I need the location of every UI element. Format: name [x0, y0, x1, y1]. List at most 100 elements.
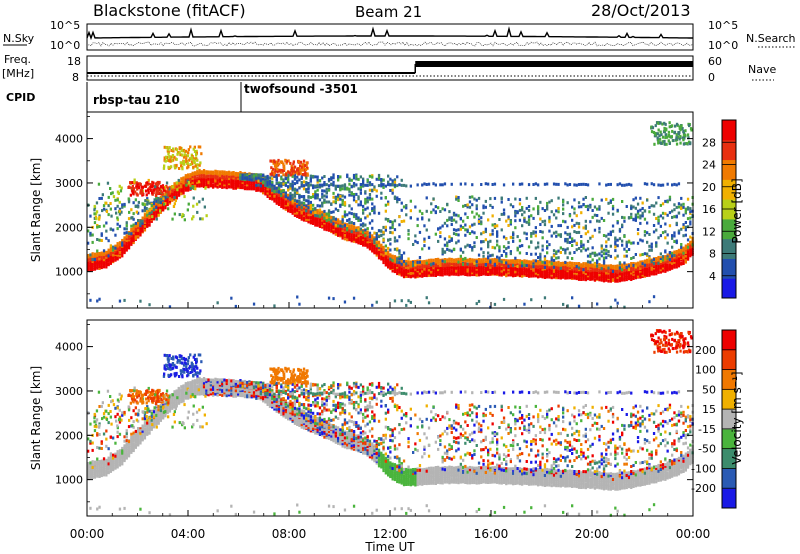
- power-cell: [646, 260, 649, 264]
- power-cell: [147, 178, 150, 182]
- power-cell: [598, 257, 601, 261]
- power-cell: [150, 207, 153, 210]
- power-cell: [675, 251, 678, 255]
- power-cell: [384, 253, 387, 257]
- power-cell: [277, 190, 281, 194]
- power-cell: [214, 179, 217, 183]
- power-cell: [262, 184, 265, 188]
- power-cell: [284, 202, 287, 206]
- power-cell: [432, 208, 435, 212]
- power-cell: [323, 211, 326, 215]
- power-cell: [541, 236, 544, 240]
- power-cell: [671, 266, 674, 270]
- power-cell: [468, 232, 472, 235]
- power-cell: [632, 266, 635, 270]
- power-cell: [677, 202, 681, 206]
- power-cell: [120, 186, 123, 190]
- power-cell: [666, 256, 669, 260]
- power-cell: [596, 253, 599, 257]
- power-cell: [93, 204, 96, 208]
- power-cell: [611, 204, 615, 208]
- power-cell: [427, 246, 431, 250]
- power-cell: [343, 223, 347, 227]
- power-cell: [475, 266, 478, 270]
- power-cell: [96, 238, 99, 241]
- power-cell: [98, 265, 101, 269]
- power-cell: [600, 270, 603, 274]
- power-cell: [446, 244, 449, 248]
- power-cell: [689, 243, 692, 247]
- power-cell: [377, 173, 381, 177]
- power-cell: [471, 230, 474, 234]
- power-cell: [341, 236, 344, 240]
- power-cell: [586, 208, 590, 212]
- power-cell: [176, 188, 179, 192]
- power-cell: [127, 234, 131, 238]
- power-cell: [375, 253, 378, 257]
- power-cell: [625, 254, 628, 258]
- power-cell: [466, 267, 469, 271]
- power-cell: [339, 175, 342, 179]
- power-cell: [318, 219, 322, 223]
- power-cell: [325, 187, 328, 191]
- power-cell: [489, 239, 492, 243]
- power-cell: [140, 185, 143, 189]
- power-cell: [316, 204, 319, 208]
- power-cell: [421, 247, 424, 251]
- power-cell: [557, 207, 560, 210]
- power-cell: [651, 126, 655, 130]
- power-cell: [384, 244, 387, 248]
- power-cell: [173, 212, 176, 216]
- power-cell: [269, 159, 272, 163]
- power-cell: [139, 231, 142, 235]
- power-cell: [105, 221, 108, 225]
- power-cell: [446, 267, 449, 271]
- power-cell: [577, 274, 581, 278]
- power-cell: [409, 260, 412, 264]
- power-cell: [457, 228, 460, 232]
- power-cell: [305, 211, 308, 215]
- power-cell: [332, 229, 335, 233]
- power-cell: [468, 267, 472, 270]
- power-cell: [384, 196, 387, 199]
- power-cell: [291, 204, 294, 208]
- power-cell: [178, 213, 181, 217]
- power-cell: [387, 183, 390, 187]
- power-cell: [377, 184, 381, 188]
- power-cell: [473, 271, 476, 275]
- power-cell: [484, 257, 487, 261]
- power-cell: [676, 135, 679, 139]
- power-cell: [683, 136, 686, 140]
- power-cell: [482, 206, 485, 210]
- power-cell: [339, 233, 342, 237]
- power-cell: [398, 257, 401, 261]
- power-cell: [441, 264, 444, 268]
- power-cell: [325, 212, 328, 216]
- velocity-cell: [89, 472, 92, 476]
- power-cell: [407, 269, 410, 273]
- power-cell: [605, 234, 608, 238]
- power-cell: [200, 180, 203, 184]
- power-cell: [609, 271, 612, 275]
- power-cell: [186, 154, 190, 158]
- power-cell: [656, 136, 659, 140]
- power-cell: [439, 231, 442, 235]
- power-cell: [296, 169, 300, 173]
- power-cell: [573, 230, 576, 234]
- power-cell: [646, 267, 649, 271]
- power-cell: [473, 231, 476, 235]
- power-cell: [280, 190, 283, 194]
- power-cell: [396, 263, 399, 267]
- power-cell: [514, 219, 517, 223]
- power-cell: [187, 186, 190, 190]
- power-cell: [89, 231, 92, 235]
- velocity-cell: [91, 468, 94, 471]
- power-cell: [623, 216, 626, 220]
- power-cell: [421, 183, 424, 187]
- power-cell: [498, 249, 501, 253]
- power-cell: [534, 271, 537, 275]
- velocity-cell: [91, 460, 94, 464]
- power-cell: [105, 257, 108, 261]
- power-cell: [655, 272, 658, 276]
- power-cell: [450, 182, 453, 186]
